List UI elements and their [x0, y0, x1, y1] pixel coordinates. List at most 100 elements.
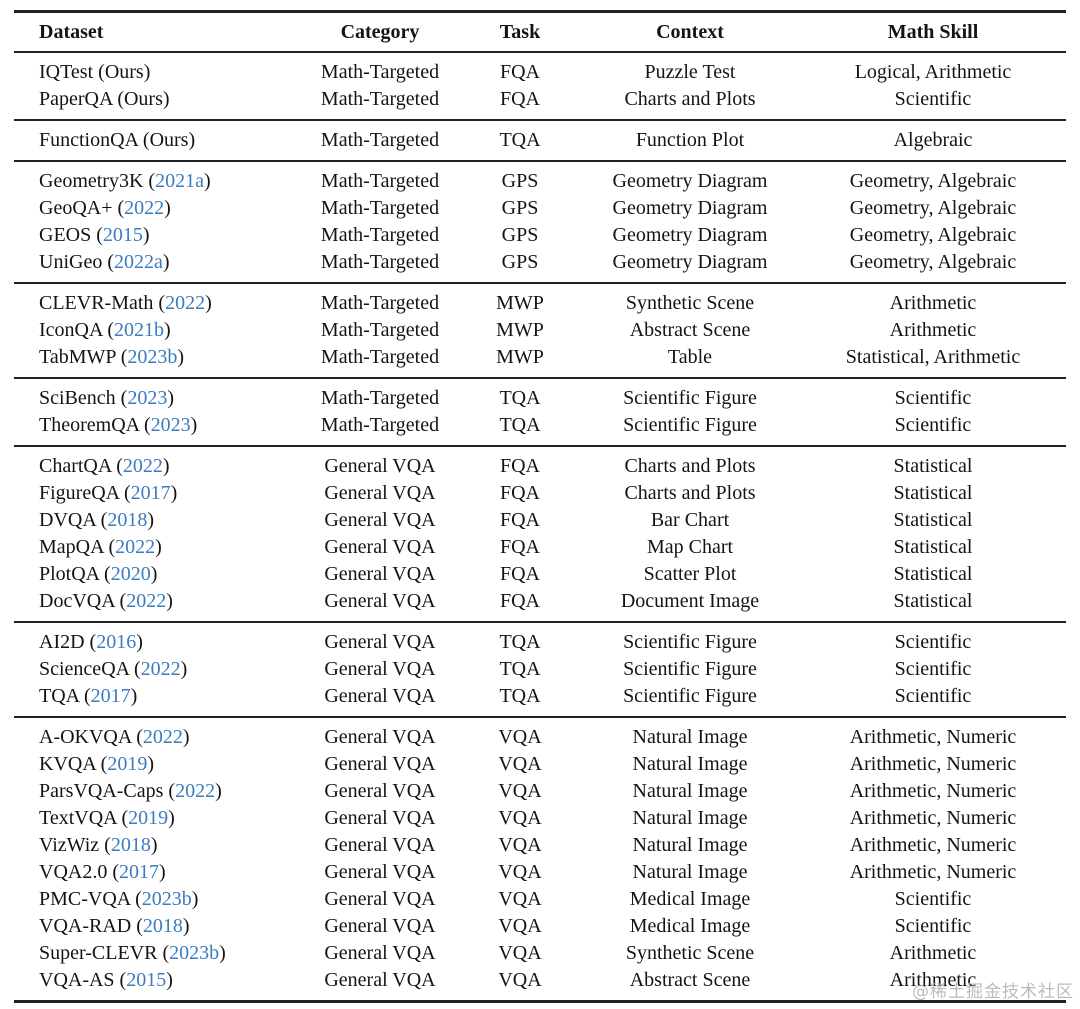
citation-link[interactable]: 2015	[102, 224, 143, 246]
citation-link[interactable]: 2018	[142, 915, 183, 937]
cell-category: Math-Targeted	[320, 319, 440, 341]
cell-dataset: UniGeo (2022a)	[14, 249, 300, 276]
cell-math-skill: Scientific	[894, 387, 972, 409]
cell-context: Table	[667, 346, 713, 368]
cell-category: General VQA	[324, 753, 436, 775]
citation-link[interactable]: 2022	[140, 658, 181, 680]
citation-link[interactable]: 2022	[124, 197, 165, 219]
citation-link[interactable]: 2017	[90, 685, 131, 707]
table-bottom-rule	[14, 1000, 1066, 1003]
table-section: FunctionQA (Ours) Math-Targeted TQA Functio…	[14, 121, 1066, 160]
cell-task: FQA	[499, 88, 540, 110]
dataset-name-close-paren: )	[182, 915, 190, 937]
table-row: PMC-VQA (2023b) General VQA VQA Medical Ima…	[14, 886, 1066, 913]
table-row: ParsVQA-Caps (2022) General VQA VQA Natural…	[14, 778, 1066, 805]
header-bottom-rule	[14, 51, 1066, 53]
table-section: A-OKVQA (2022) General VQA VQA Natural Imag…	[14, 718, 1066, 1000]
section-divider-rule	[14, 377, 1066, 379]
cell-category: General VQA	[324, 861, 436, 883]
cell-context: Abstract Scene	[629, 319, 751, 341]
cell-math-skill: Scientific	[894, 88, 972, 110]
cell-dataset: DocVQA (2022)	[14, 588, 300, 615]
table-row: IconQA (2021b) Math-Targeted MWP Abstract S…	[14, 317, 1066, 344]
citation-link[interactable]: 2022	[142, 726, 183, 748]
table-row: SciBench (2023) Math-Targeted TQA Scientifi…	[14, 385, 1066, 412]
dataset-name-close-paren: )	[150, 563, 158, 585]
citation-link[interactable]: 2019	[107, 753, 148, 775]
table-row: TabMWP (2023b) Math-Targeted MWP Table Stati…	[14, 344, 1066, 371]
table-row: DVQA (2018) General VQA FQA Bar Chart Statis…	[14, 507, 1066, 534]
citation-link[interactable]: 2022	[126, 590, 167, 612]
dataset-name: DocVQA (	[39, 590, 127, 612]
citation-link[interactable]: 2022	[115, 536, 156, 558]
citation-link: Ours	[123, 88, 163, 110]
cell-math-skill: Statistical	[893, 563, 973, 585]
cell-dataset: CLEVR-Math (2022)	[14, 290, 300, 317]
cell-context: Synthetic Scene	[625, 292, 755, 314]
citation-link[interactable]: 2023	[150, 414, 191, 436]
cell-task: TQA	[499, 129, 541, 151]
cell-math-skill: Arithmetic	[889, 942, 977, 964]
table-top-rule	[14, 10, 1066, 13]
cell-task: TQA	[499, 387, 541, 409]
cell-context: Medical Image	[629, 888, 751, 910]
cell-context: Bar Chart	[650, 509, 730, 531]
dataset-name: PaperQA (	[39, 88, 124, 110]
cell-context: Scientific Figure	[623, 414, 757, 436]
table-row: IQTest (Ours) Math-Targeted FQA Puzzle Test…	[14, 59, 1066, 86]
cell-dataset: VizWiz (2018)	[14, 832, 300, 859]
cell-math-skill: Geometry, Algebraic	[849, 224, 1017, 246]
dataset-name-close-paren: )	[147, 753, 155, 775]
cell-category: General VQA	[324, 807, 436, 829]
cell-math-skill: Statistical	[893, 509, 973, 531]
cell-context: Geometry Diagram	[612, 224, 768, 246]
citation-link[interactable]: 2019	[128, 807, 169, 829]
citation-link[interactable]: 2022	[175, 780, 216, 802]
table-row: GeoQA+ (2022) Math-Targeted GPS Geometry Di…	[14, 195, 1066, 222]
dataset-name-close-paren: )	[164, 197, 171, 219]
citation-link[interactable]: 2018	[107, 509, 148, 531]
table-section: CLEVR-Math (2022) Math-Targeted MWP Synthet…	[14, 284, 1066, 377]
cell-task: MWP	[496, 346, 544, 368]
cell-math-skill: Geometry, Algebraic	[849, 251, 1017, 273]
cell-math-skill: Scientific	[894, 915, 972, 937]
cell-context: Puzzle Test	[644, 61, 736, 83]
cell-context: Function Plot	[635, 129, 745, 151]
table-row: TheoremQA (2023) Math-Targeted TQA Scientif…	[14, 412, 1066, 439]
citation-link[interactable]: 2023b	[169, 942, 220, 964]
citation-link[interactable]: 2021b	[113, 319, 164, 341]
citation-link[interactable]: 2016	[96, 631, 137, 653]
citation-link[interactable]: 2015	[126, 969, 167, 991]
cell-category: General VQA	[324, 536, 436, 558]
cell-category: Math-Targeted	[320, 197, 440, 219]
cell-context: Scatter Plot	[643, 563, 737, 585]
citation-link[interactable]: 2021a	[155, 170, 204, 192]
citation-link[interactable]: 2017	[130, 482, 171, 504]
dataset-name-close-paren: )	[166, 590, 173, 612]
column-header-context: Context	[656, 21, 724, 43]
section-divider-rule	[14, 160, 1066, 162]
citation-link[interactable]: 2023b	[141, 888, 192, 910]
cell-math-skill: Statistical	[893, 536, 973, 558]
citation-link[interactable]: 2022a	[113, 251, 163, 273]
table-row: TQA (2017) General VQA TQA Scientific Figur…	[14, 683, 1066, 710]
citation-link[interactable]: 2017	[119, 861, 159, 883]
cell-math-skill: Geometry, Algebraic	[849, 170, 1017, 192]
citation-link[interactable]: 2018	[110, 834, 151, 856]
table-row: Geometry3K (2021a) Math-Targeted GPS Geomet…	[14, 168, 1066, 195]
cell-task: VQA	[498, 915, 542, 937]
cell-context: Natural Image	[632, 807, 748, 829]
cell-category: General VQA	[324, 590, 436, 612]
dataset-name: TQA (	[39, 685, 91, 707]
citation-link[interactable]: 2023b	[127, 346, 178, 368]
cell-task: TQA	[499, 685, 541, 707]
cell-category: General VQA	[324, 455, 436, 477]
citation-link[interactable]: 2020	[110, 563, 151, 585]
citation-link[interactable]: 2022	[165, 292, 206, 314]
citation-link[interactable]: 2022	[122, 455, 163, 477]
cell-math-skill: Scientific	[894, 414, 972, 436]
cell-task: VQA	[498, 753, 542, 775]
citation-link[interactable]: 2023	[127, 387, 168, 409]
dataset-name-close-paren: )	[162, 455, 170, 477]
section-divider-rule	[14, 445, 1066, 447]
